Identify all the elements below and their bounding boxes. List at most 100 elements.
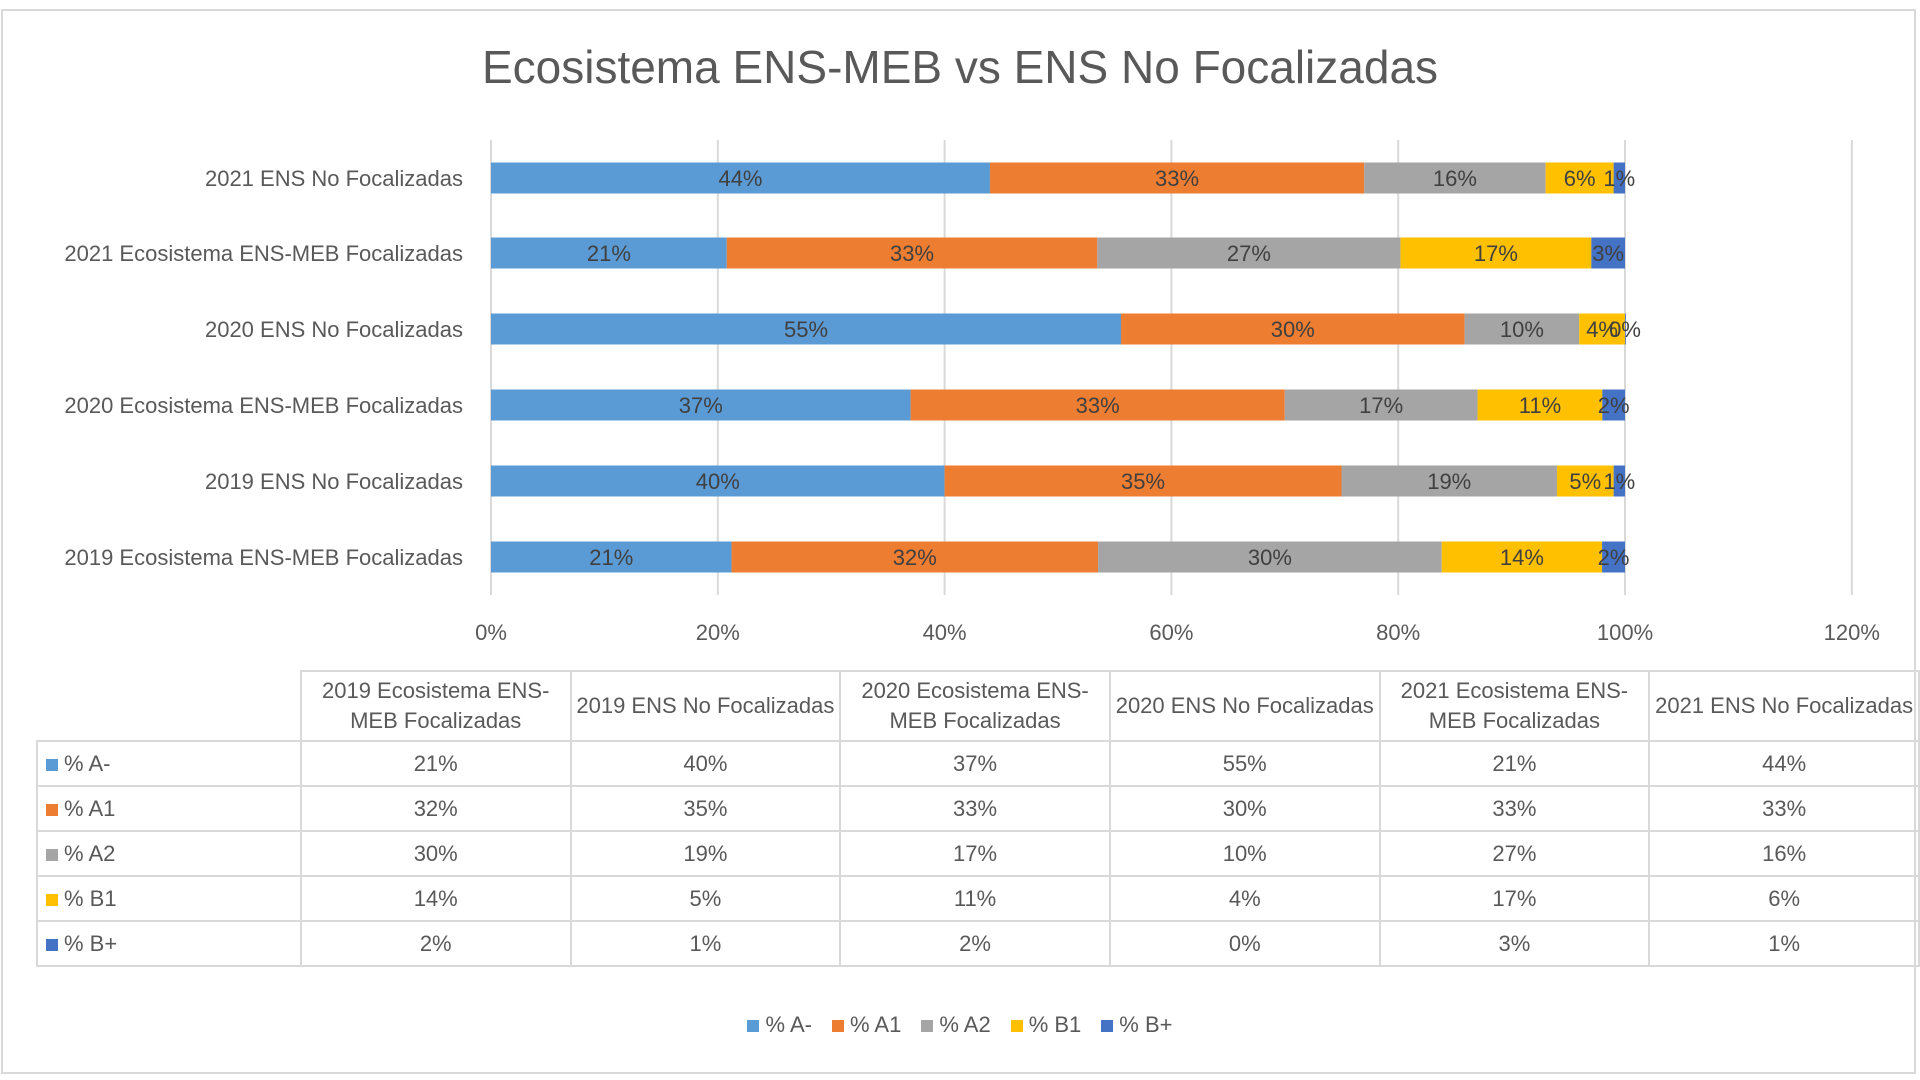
table-cell: 17% [839,830,1111,877]
bar-segment [1477,389,1603,421]
category-label: 2021 ENS No Focalizadas [205,166,463,191]
data-label: 6% [1564,166,1596,191]
table-cell: 37% [839,740,1111,787]
bar-segment [1579,313,1625,345]
bar-segment [726,237,1098,269]
table-cell: 30% [1108,785,1381,832]
bar-segment [491,313,1121,345]
data-label: 4% [1586,317,1618,342]
table-column-header: 2020 ENS No Focalizadas [1108,670,1381,742]
series-name: % A- [64,750,111,776]
category-label: 2019 ENS No Focalizadas [205,469,463,494]
bar-segment [1602,541,1625,573]
bar-segment [1098,541,1442,573]
table-cell: 33% [1648,785,1920,832]
table-column-header: 2020 Ecosistema ENS-MEB Focalizadas [839,670,1111,742]
data-label: 30% [1248,545,1292,570]
legend-item: % A- [747,1012,812,1037]
legend-item: % B+ [1101,1012,1173,1037]
bar-segment [1464,313,1580,345]
x-tick-label: 100% [1597,620,1653,645]
data-label: 55% [784,317,828,342]
data-label: 5% [1569,469,1601,494]
category-label: 2020 Ecosistema ENS-MEB Focalizadas [64,393,463,418]
series-name: % B1 [64,885,117,911]
data-label: 14% [1500,545,1544,570]
bar-segment [1556,465,1614,497]
data-label: 11% [1519,393,1561,418]
bar-segment [1613,465,1625,497]
legend-key-swatch [46,758,58,771]
bar-segment [491,541,732,573]
data-label: 30% [1271,317,1315,342]
table-cell: 11% [839,875,1111,922]
table-cell: 21% [1378,740,1651,787]
legend-key-swatch [46,803,58,816]
x-tick-label: 20% [696,620,740,645]
bar-segment [1441,541,1603,573]
table-cell: 35% [569,785,842,832]
data-label: 40% [696,469,740,494]
table-corner [37,671,301,742]
bar-segment [491,465,945,497]
legend-item: % A1 [831,1012,902,1037]
x-tick-label: 60% [1149,620,1193,645]
table-header-row: 2019 Ecosistema ENS-MEB Focalizadas 2019 … [37,670,1920,742]
data-label: 33% [890,241,934,266]
data-label: 32% [893,545,937,570]
data-label: 17% [1474,241,1518,266]
table-cell: 1% [1648,920,1920,967]
data-label: 3% [1592,241,1624,266]
table-cell: 19% [569,830,842,877]
series-name: % A1 [64,795,116,821]
category-label: 2019 Ecosistema ENS-MEB Focalizadas [64,545,463,570]
table-cell: 21% [299,740,572,787]
table-row-label: % B1 [36,875,302,922]
data-label: 17% [1359,393,1403,418]
table-row: % A2 30% 19% 17% 10% 27% 16% [36,830,1920,877]
table-cell: 44% [1648,740,1920,787]
data-label: 33% [1076,393,1120,418]
table-cell: 30% [299,830,572,877]
table-column-header: 2019 Ecosistema ENS-MEB Focalizadas [299,670,572,742]
legend-label: % A1 [849,1012,902,1037]
table-cell: 17% [1378,875,1651,922]
table-cell: 14% [299,875,572,922]
data-label: 19% [1427,469,1471,494]
bar-segment [1613,162,1625,194]
data-label: 37% [679,393,723,418]
data-label: 33% [1155,166,1199,191]
legend-label: % B1 [1028,1012,1082,1037]
table-column-header: 2019 ENS No Focalizadas [569,670,842,742]
table-row-label: % A- [36,740,302,787]
chart-title: Ecosistema ENS-MEB vs ENS No Focalizadas [481,41,1439,93]
bar-segment [1284,389,1478,421]
table-cell: 27% [1378,830,1651,877]
legend-swatch [921,1020,934,1032]
data-label: 2% [1598,545,1630,570]
table-cell: 3% [1378,920,1651,967]
data-label: 0% [1609,317,1641,342]
table-row-label: % A1 [36,785,302,832]
legend-swatch [747,1020,760,1032]
x-tick-label: 80% [1376,620,1420,645]
data-label: 1% [1603,469,1635,494]
table-cell: 33% [839,785,1111,832]
bar-segment [910,389,1285,421]
chart-border [1,9,1916,1074]
bar-segment [1341,465,1557,497]
table-cell: 33% [1378,785,1651,832]
data-table: 2019 Ecosistema ENS-MEB Focalizadas 2019 … [36,670,1920,967]
bar-segment [1364,162,1546,194]
table-cell: 1% [569,920,842,967]
legend-swatch [1010,1020,1023,1032]
bar-segment [731,541,1099,573]
table-cell: 2% [839,920,1111,967]
bar-segment [989,162,1365,194]
category-label: 2020 ENS No Focalizadas [205,317,463,342]
table-cell: 0% [1108,920,1381,967]
table-column-header: 2021 ENS No Focalizadas [1648,670,1920,742]
bar-segment [1400,237,1592,269]
data-label: 16% [1433,166,1477,191]
legend-label: % A- [765,1012,812,1037]
